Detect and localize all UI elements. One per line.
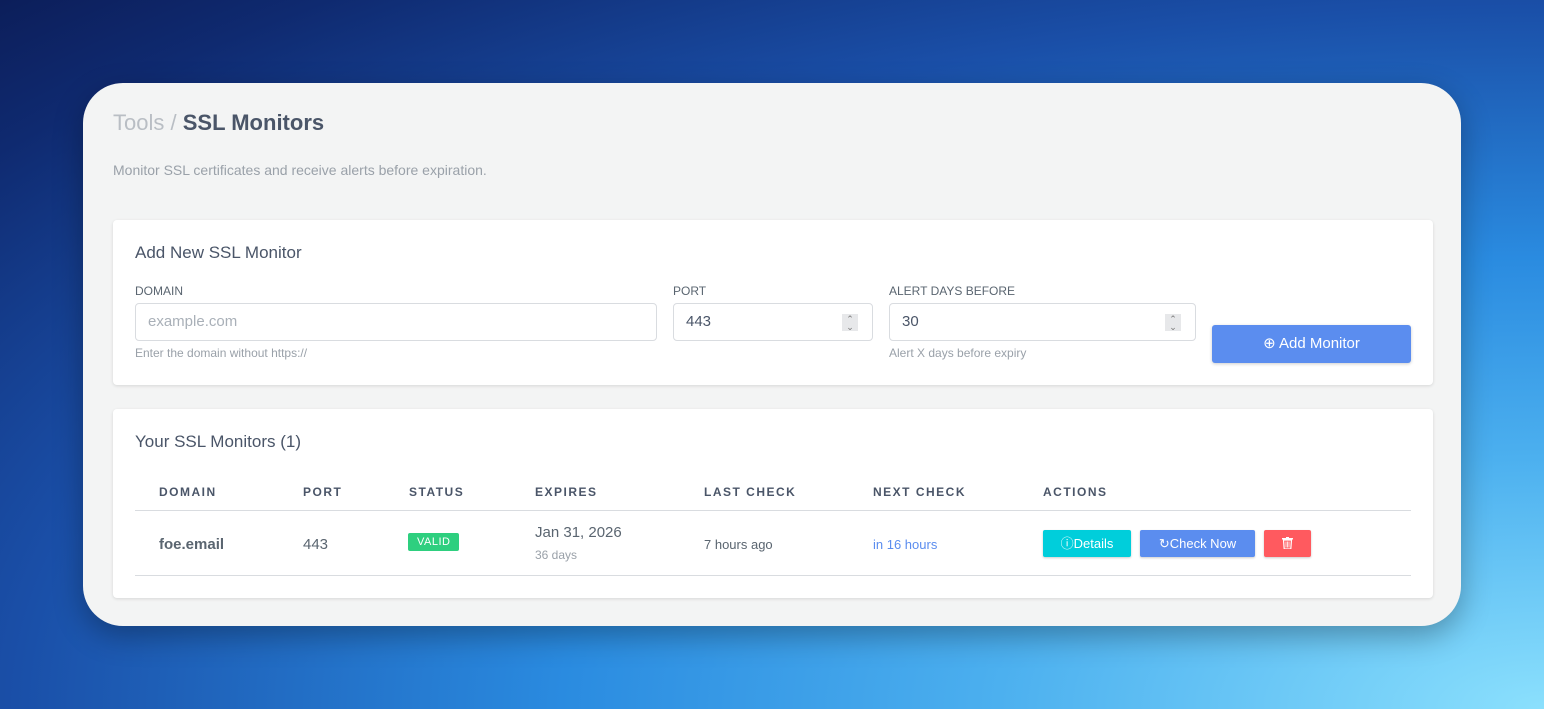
page-subtitle: Monitor SSL certificates and receive ale… — [113, 162, 487, 178]
domain-help: Enter the domain without https:// — [135, 346, 308, 360]
page-title: SSL Monitors — [182, 110, 325, 135]
row-divider — [135, 575, 1411, 576]
row-last-check: 7 hours ago — [704, 537, 773, 552]
domain-label: DOMAIN — [135, 284, 183, 298]
row-expires-in: 36 days — [535, 548, 578, 562]
add-monitor-label: Add Monitor — [1279, 335, 1360, 352]
row-domain: foe.email — [159, 536, 225, 553]
col-status: STATUS — [409, 485, 465, 499]
port-value: 443 — [686, 313, 712, 330]
refresh-icon: ↻ — [1158, 536, 1170, 551]
row-expires: Jan 31, 2026 — [535, 524, 622, 541]
form-title: Add New SSL Monitor — [135, 243, 302, 262]
col-actions: ACTIONS — [1043, 485, 1108, 499]
details-label: Details — [1073, 536, 1114, 551]
breadcrumb-separator: / — [170, 110, 177, 135]
alert-days-value: 30 — [902, 313, 919, 330]
col-last-check: LAST CHECK — [704, 485, 797, 499]
add-monitor-button[interactable]: ⊕ Add Monitor — [1212, 325, 1411, 363]
row-next-check: in 16 hours — [873, 537, 938, 552]
trash-icon — [1282, 537, 1293, 550]
col-domain: DOMAIN — [159, 485, 217, 499]
port-input[interactable]: 443 ⌃ ⌄ — [673, 303, 873, 341]
spinner-icon[interactable]: ⌃ ⌄ — [1165, 314, 1181, 332]
spinner-icon[interactable]: ⌃ ⌄ — [842, 314, 858, 332]
alert-days-label: ALERT DAYS BEFORE — [889, 284, 1016, 298]
col-expires: EXPIRES — [535, 485, 598, 499]
row-port: 443 — [303, 536, 329, 553]
monitors-card: Your SSL Monitors (1) DOMAIN PORT STATUS… — [113, 409, 1433, 598]
domain-input[interactable]: example.com — [135, 303, 657, 341]
col-next-check: NEXT CHECK — [873, 485, 967, 499]
port-label: PORT — [673, 284, 707, 298]
check-now-button[interactable]: ↻Check Now — [1140, 530, 1255, 557]
status-badge: VALID — [408, 533, 460, 551]
ssl-monitors-window: Tools / SSL Monitors Monitor SSL certifi… — [83, 83, 1461, 626]
monitors-title: Your SSL Monitors (1) — [135, 432, 301, 451]
add-monitor-card: Add New SSL Monitor DOMAIN example.com E… — [113, 220, 1433, 385]
header-divider — [135, 510, 1411, 511]
col-port: PORT — [303, 485, 343, 499]
delete-button[interactable] — [1264, 530, 1311, 557]
plus-circle-icon: ⊕ — [1263, 335, 1276, 352]
details-button[interactable]: ⓘDetails — [1043, 530, 1131, 557]
alert-days-help: Alert X days before expiry — [889, 346, 1027, 360]
check-now-label: Check Now — [1169, 536, 1237, 551]
info-icon: ⓘ — [1060, 536, 1074, 551]
alert-days-input[interactable]: 30 ⌃ ⌄ — [889, 303, 1196, 341]
breadcrumb: Tools / SSL Monitors — [113, 110, 324, 136]
breadcrumb-tools[interactable]: Tools — [113, 110, 165, 135]
